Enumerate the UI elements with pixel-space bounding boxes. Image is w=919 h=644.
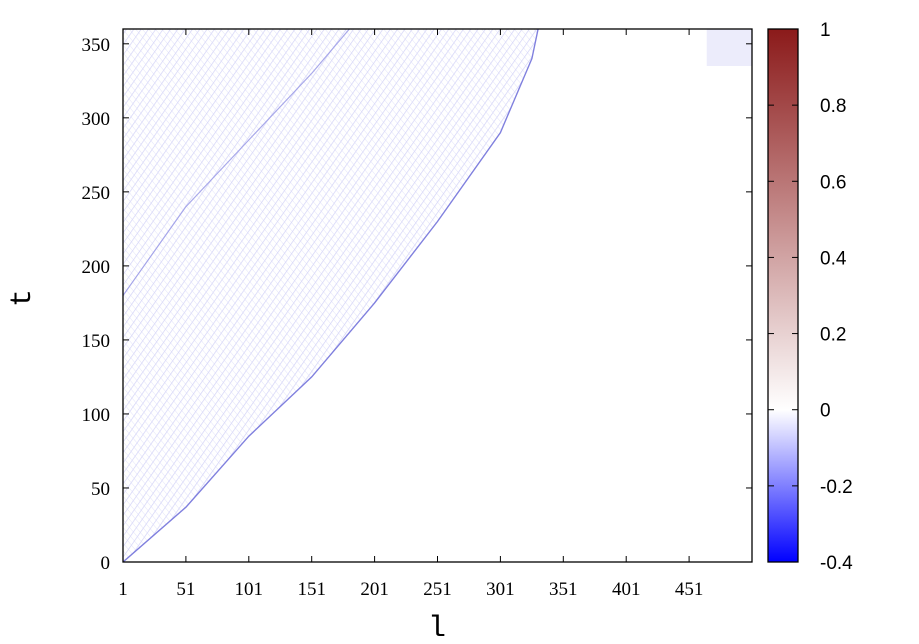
x-tick-label: 301 [486,579,515,600]
y-tick-label: 150 [82,331,111,352]
colorbar-tick-label: 0.4 [820,248,847,269]
colorbar [767,28,799,563]
x-tick-label: 351 [549,579,578,600]
corner-patch [706,29,752,67]
y-tick-label: 200 [82,257,111,278]
x-axis: 1 51 101 151 201 251 301 351 401 451 [118,29,703,600]
x-tick-label: 1 [118,579,128,600]
colorbar-tick-label: 0.2 [820,325,846,346]
y-tick-label: 250 [82,183,111,204]
y-tick-label: 300 [82,109,111,130]
x-tick-label: 51 [176,579,195,600]
y-axis: 0 50 100 150 200 250 300 350 [82,35,752,574]
y-axis-label: t [6,289,40,307]
light-cone-front [123,29,539,562]
x-tick-label: 201 [360,579,389,600]
x-tick-label: 251 [423,579,452,600]
x-tick-label: 451 [675,579,704,600]
y-tick-label: 50 [91,479,110,500]
x-axis-label: l [428,612,446,644]
x-tick-label: 401 [612,579,641,600]
y-tick-label: 350 [82,35,111,56]
x-tick-label: 151 [297,579,326,600]
colorbar-ticks: 1 0.8 0.6 0.4 0.2 0 -0.2 -0.4 [768,20,853,574]
y-tick-label: 0 [101,553,111,574]
colorbar-tick-label: 0.6 [820,172,846,193]
colorbar-tick-label: -0.4 [820,553,853,574]
colorbar-tick-label: 0.8 [820,96,846,117]
reflected-front [123,29,350,296]
colorbar-tick-label: -0.2 [820,477,853,498]
colorbar-tick-label: 0 [820,401,831,422]
y-tick-label: 100 [82,405,111,426]
heatmap-field [123,29,752,562]
x-tick-label: 101 [235,579,264,600]
colorbar-tick-label: 1 [820,20,831,41]
interference-overlay [123,29,539,562]
